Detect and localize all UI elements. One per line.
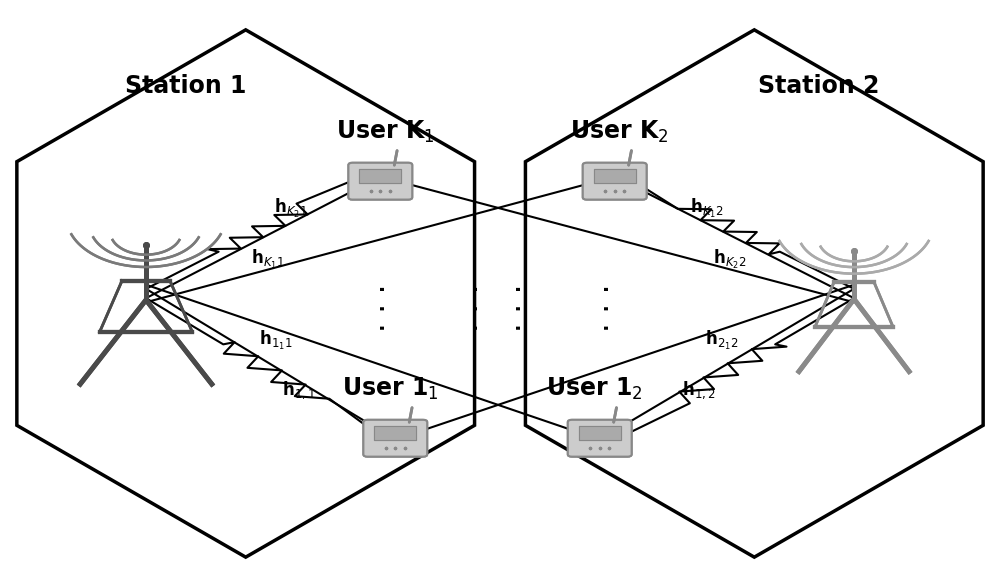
- Text: $\mathbf{h}_{K_22}$: $\mathbf{h}_{K_22}$: [713, 248, 746, 271]
- FancyBboxPatch shape: [583, 163, 647, 200]
- FancyBboxPatch shape: [568, 420, 632, 457]
- FancyBboxPatch shape: [348, 163, 412, 200]
- Text: $\mathbf{h}_{K_12}$: $\mathbf{h}_{K_12}$: [690, 197, 723, 220]
- Text: $\mathbf{h}_{K_11}$: $\mathbf{h}_{K_11}$: [251, 248, 285, 271]
- FancyBboxPatch shape: [363, 420, 427, 457]
- FancyBboxPatch shape: [579, 426, 621, 440]
- FancyBboxPatch shape: [594, 169, 636, 183]
- Polygon shape: [17, 30, 475, 557]
- Polygon shape: [525, 30, 983, 557]
- FancyBboxPatch shape: [348, 163, 412, 200]
- Text: · · ·: · · ·: [507, 284, 536, 332]
- Text: $\mathbf{h}_{1,1}$: $\mathbf{h}_{1,1}$: [282, 379, 315, 401]
- Text: $\mathbf{h}_{1_11}$: $\mathbf{h}_{1_11}$: [259, 329, 292, 352]
- Text: User K$_2$: User K$_2$: [570, 119, 669, 145]
- FancyBboxPatch shape: [359, 169, 401, 183]
- Text: $\mathbf{h}_{1,2}$: $\mathbf{h}_{1,2}$: [682, 379, 716, 401]
- Text: Station 2: Station 2: [758, 74, 880, 98]
- FancyBboxPatch shape: [359, 169, 401, 183]
- Text: · · ·: · · ·: [595, 284, 624, 332]
- Text: $\mathbf{h}_{2_12}$: $\mathbf{h}_{2_12}$: [705, 329, 739, 352]
- Text: $\mathbf{h}_{K_21}$: $\mathbf{h}_{K_21}$: [274, 197, 308, 220]
- FancyBboxPatch shape: [568, 420, 632, 457]
- FancyBboxPatch shape: [374, 426, 416, 440]
- Text: User 1$_2$: User 1$_2$: [546, 376, 643, 402]
- FancyBboxPatch shape: [583, 163, 647, 200]
- FancyBboxPatch shape: [363, 420, 427, 457]
- Text: User K$_1$: User K$_1$: [336, 119, 435, 145]
- Text: Station 1: Station 1: [125, 74, 247, 98]
- Text: · · ·: · · ·: [371, 284, 400, 332]
- FancyBboxPatch shape: [594, 169, 636, 183]
- FancyBboxPatch shape: [579, 426, 621, 440]
- FancyBboxPatch shape: [374, 426, 416, 440]
- Text: · · ·: · · ·: [464, 284, 493, 332]
- Text: User 1$_1$: User 1$_1$: [342, 376, 439, 402]
